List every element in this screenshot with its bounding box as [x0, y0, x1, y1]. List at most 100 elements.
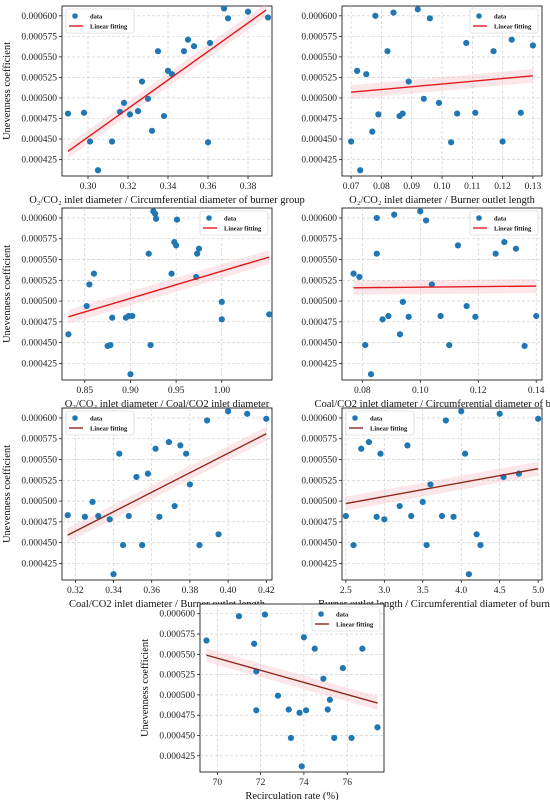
legend-box [311, 606, 381, 632]
x-tick-label: 0.08 [354, 386, 371, 396]
data-point [391, 211, 398, 218]
y-tick-label: 0.000500 [301, 94, 337, 104]
data-point [204, 139, 212, 146]
y-tick-label: 0.000600 [21, 214, 57, 224]
y-tick-label: 0.000550 [21, 456, 57, 466]
data-point [156, 513, 163, 520]
y-tick-label: 0.000575 [21, 235, 57, 245]
x-tick-label: 3.5 [417, 586, 429, 596]
y-tick-label: 0.000425 [301, 156, 337, 166]
data-point [438, 512, 446, 520]
data-point [190, 43, 198, 50]
y-tick-label: 0.000475 [301, 318, 337, 328]
y-tick-label: 0.000550 [21, 53, 57, 63]
y-tick-label: 0.000500 [301, 497, 337, 507]
data-point [287, 734, 295, 742]
y-tick-label: 0.000475 [21, 318, 57, 328]
x-axis-label: Recirculation rate (%) [245, 791, 339, 800]
y-tick-label: 0.000425 [159, 752, 195, 762]
y-tick-label: 0.000525 [21, 276, 57, 286]
data-point [358, 445, 365, 452]
y-tick-label: 0.000425 [301, 559, 337, 569]
data-point [86, 281, 93, 288]
data-point [311, 645, 318, 652]
data-point [144, 470, 152, 477]
linear-fit-line [67, 433, 267, 536]
data-point [331, 734, 338, 742]
data-point [173, 216, 181, 223]
legend-label-data: data [494, 216, 507, 223]
data-point [326, 696, 333, 703]
data-point [420, 95, 427, 102]
data-point [461, 450, 469, 457]
legend-label-fit: Linear fitting [90, 24, 128, 31]
data-point [422, 217, 430, 224]
data-point [490, 48, 497, 55]
x-tick-label: 72 [256, 778, 266, 788]
data-point [195, 245, 203, 252]
x-tick-label: 3.0 [378, 586, 390, 596]
x-axis-label: O₂/CO₂ inlet diameter / Coal/CO2 inlet d… [65, 399, 270, 410]
scatter-panel-6: 0.000425 0.000450 0.000475 0.000500 0.000525… [301, 407, 550, 610]
data-point [109, 314, 116, 321]
data-point [300, 634, 308, 641]
x-tick-label: 0.09 [403, 182, 420, 192]
y-tick-label: 0.000450 [301, 339, 337, 349]
data-point [350, 270, 357, 277]
data-point [145, 250, 152, 257]
legend: data Linear fitting [469, 210, 539, 236]
data-point [302, 707, 310, 714]
data-point [350, 542, 357, 549]
data-point [381, 516, 388, 523]
data-point [533, 312, 540, 320]
data-point [266, 311, 272, 318]
data-point [472, 313, 479, 320]
data-point [419, 498, 426, 505]
data-point [512, 245, 520, 252]
data-point [496, 410, 503, 417]
data-point [160, 112, 168, 120]
data-point [196, 542, 203, 549]
data-point [106, 516, 113, 523]
data-point [390, 9, 397, 16]
plot-area [61, 207, 273, 381]
y-tick-label: 0.000525 [21, 73, 57, 83]
data-point [152, 445, 159, 452]
data-point [369, 128, 376, 135]
x-axis-label: Coal/CO2 inlet diameter / Circumferentia… [314, 399, 550, 410]
legend-label-data: data [370, 416, 383, 423]
data-point [152, 210, 159, 217]
data-point [224, 408, 232, 415]
legend-box [65, 410, 135, 436]
data-point [186, 481, 194, 488]
data-point [133, 473, 140, 481]
legend-label-fit: Linear fitting [370, 426, 408, 433]
x-tick-label: 0.10 [412, 386, 429, 396]
data-point [182, 450, 190, 457]
y-tick-label: 0.000500 [21, 297, 57, 307]
data-point [414, 6, 421, 13]
y-tick-label: 0.000450 [21, 539, 57, 549]
data-point [472, 109, 479, 116]
x-axis-label: Burner outlet length / Circumferential d… [318, 599, 550, 610]
data-point [379, 316, 386, 323]
y-tick-label: 0.000500 [159, 691, 195, 701]
data-point [168, 270, 175, 277]
data-point [384, 48, 391, 55]
data-point [86, 138, 94, 145]
y-tick-label: 0.000450 [301, 539, 337, 549]
data-point [473, 531, 480, 538]
legend-marker-data [206, 215, 212, 221]
x-tick-label: 0.13 [525, 182, 542, 192]
data-point [224, 15, 232, 22]
data-point [499, 138, 506, 145]
data-point [218, 298, 225, 305]
data-point [399, 298, 406, 305]
y-tick-label: 0.000525 [159, 671, 195, 681]
scatter-panel-1: 0.000425 0.000450 0.000475 0.000500 0.000525… [2, 5, 305, 206]
data-point [89, 498, 96, 505]
data-point [324, 706, 331, 713]
x-tick-label: 0.14 [528, 386, 545, 396]
data-point [165, 438, 173, 446]
y-axis-label: Unevenness coefficient [2, 245, 13, 343]
